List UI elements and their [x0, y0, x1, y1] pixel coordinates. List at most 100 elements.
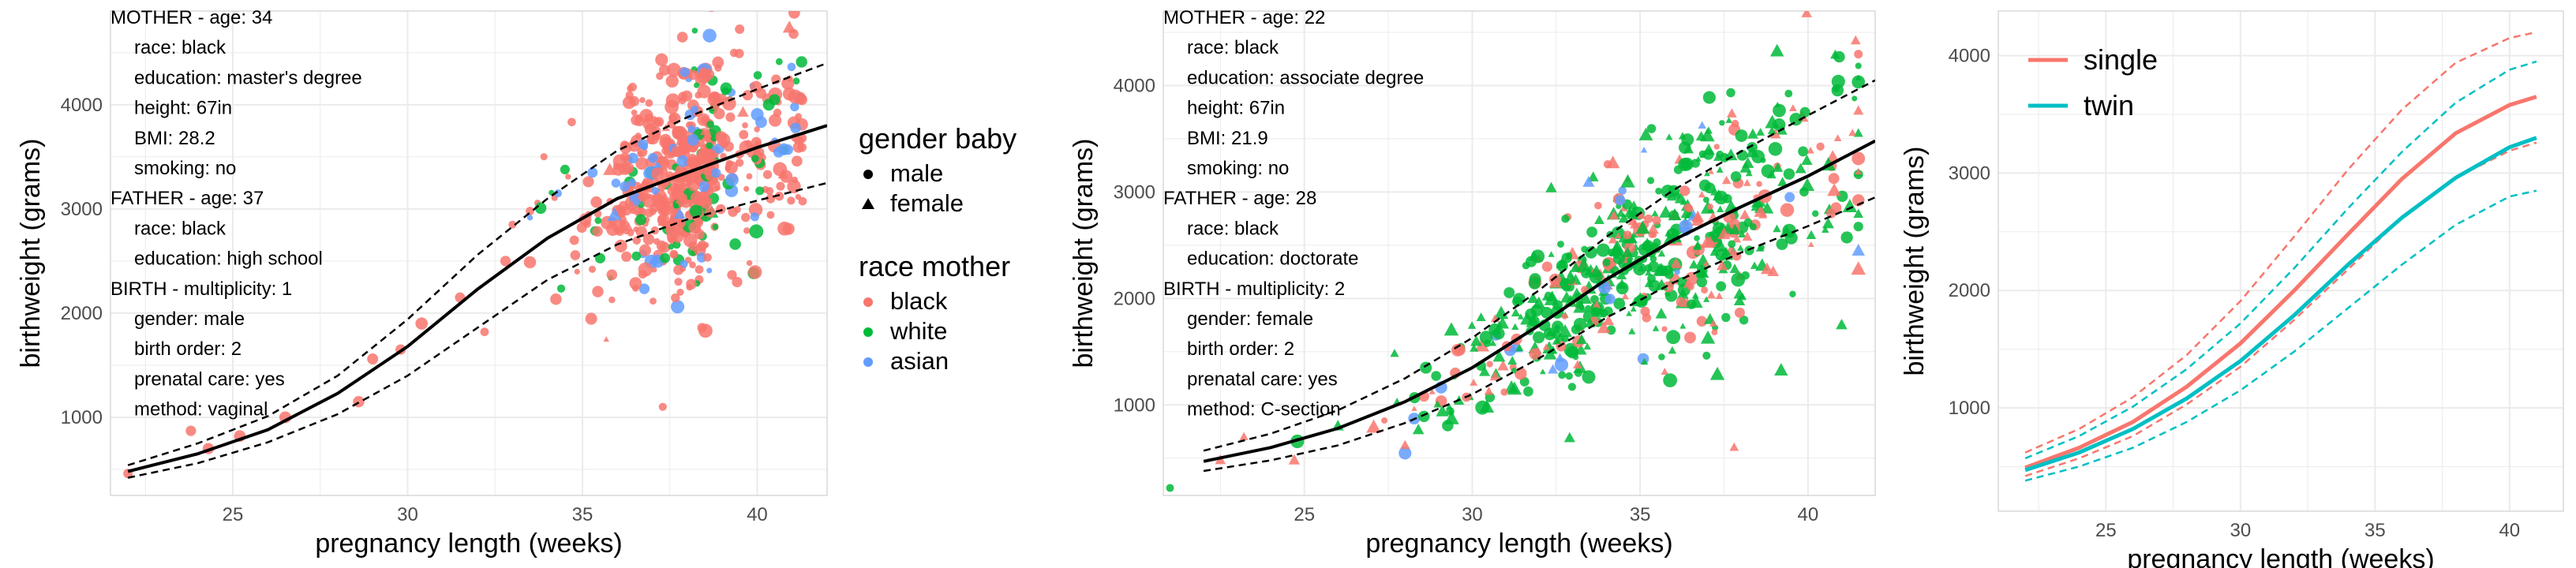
info-text-block: MOTHER - age: 34 race: black education: ma…: [110, 7, 362, 420]
data-point-white-male: [729, 238, 741, 250]
x-axis-title: pregnancy length (weeks): [315, 529, 622, 559]
data-point-black-male: [1683, 203, 1693, 212]
data-point-white-male: [775, 58, 783, 65]
data-point-black-male: [592, 226, 603, 237]
data-point-asian-male: [1679, 219, 1693, 234]
data-point-black-female: [1489, 370, 1501, 381]
data-point-black-male: [638, 244, 652, 256]
data-point-black-male: [1640, 306, 1650, 316]
data-point-white-male: [1840, 231, 1853, 244]
data-point-white-male: [1613, 297, 1626, 310]
data-point-white-female: [1567, 270, 1574, 277]
data-point-black-male: [629, 277, 642, 290]
data-point-black-male: [569, 235, 579, 245]
data-point-white-female: [1704, 170, 1710, 177]
data-point-white-female: [1822, 217, 1834, 229]
data-point-black-male: [638, 262, 653, 277]
series-single-upper: [2024, 31, 2537, 454]
info-line: method: vaginal: [134, 399, 268, 420]
data-point-black-male: [687, 179, 700, 192]
data-point-white-female: [1753, 194, 1766, 207]
data-point-black-male: [666, 62, 681, 77]
data-point-white-male: [755, 186, 765, 196]
data-point-black-male: [791, 155, 803, 167]
data-point-white-female: [1774, 101, 1781, 107]
data-point-white-female: [1855, 74, 1862, 80]
data-point-black-male: [606, 269, 618, 281]
mean-curve: [1203, 139, 1875, 463]
data-point-white-female: [1578, 291, 1593, 304]
data-point-white-female: [1630, 305, 1637, 312]
data-point-white-female: [1645, 269, 1653, 276]
data-point-black-female: [603, 163, 617, 175]
data-point-white-male: [1739, 315, 1749, 325]
data-point-white-female: [1476, 312, 1486, 322]
data-point-black-female: [1801, 11, 1812, 17]
data-point-black-female: [1850, 35, 1861, 45]
data-point-black-male: [787, 196, 796, 205]
data-point-asian-male: [680, 67, 690, 77]
data-point-white-male: [1655, 187, 1662, 195]
data-point-black-female: [1497, 360, 1509, 371]
data-point-black-male: [725, 112, 736, 122]
data-point-white-female: [1635, 220, 1650, 234]
x-tick-label: 35: [2364, 520, 2386, 541]
data-point-black-male: [637, 151, 644, 158]
y-tick-label: 2000: [1114, 288, 1155, 309]
data-point-white-female: [1773, 224, 1781, 233]
data-point-black-male: [627, 229, 635, 237]
data-point-white-female: [1693, 242, 1702, 250]
x-axis-title: pregnancy length (weeks): [1365, 529, 1672, 559]
info-line: method: C-section: [1187, 399, 1341, 420]
data-point-black-male: [635, 226, 647, 237]
data-point-white-male: [594, 252, 605, 263]
data-point-black-male: [792, 141, 804, 153]
data-point-black-female: [1743, 178, 1751, 186]
data-point-asian-female: [1548, 364, 1559, 374]
data-point-white-male: [1492, 327, 1505, 340]
data-point-asian-male: [651, 186, 660, 195]
y-axis-title: birthweight (grams): [1900, 147, 1930, 376]
data-point-white-male: [762, 99, 775, 111]
data-point-white-male: [751, 155, 759, 163]
data-point-black-male: [1828, 173, 1840, 185]
data-point-white-male: [1799, 187, 1809, 197]
data-point-white-male: [1647, 274, 1656, 283]
data-point-white-male: [1571, 324, 1581, 334]
data-point-white-female: [1554, 338, 1562, 344]
data-point-white-female: [1691, 292, 1699, 299]
data-point-white-female: [1504, 380, 1518, 393]
data-point-black-male: [1756, 181, 1762, 187]
data-point-white-male: [1590, 307, 1601, 317]
info-line: BIRTH - multiplicity: 1: [110, 278, 292, 300]
data-point-black-male: [608, 296, 616, 304]
data-point-white-male: [1833, 84, 1840, 92]
data-point-black-male: [650, 167, 664, 181]
data-point-white-male: [720, 82, 732, 95]
data-point-asian-male: [671, 300, 685, 314]
data-point-black-male: [695, 265, 704, 274]
data-point-black-male: [725, 159, 733, 167]
data-point-asian-male: [627, 152, 638, 164]
data-point-black-male: [665, 74, 679, 88]
data-point-black-male: [798, 196, 807, 206]
data-point-white-male: [1687, 299, 1697, 309]
data-point-black-male: [655, 53, 668, 66]
data-point-black-female: [1807, 241, 1814, 247]
legend-label: twin: [2084, 89, 2134, 121]
data-point-white-female: [1433, 400, 1442, 408]
data-point-white-female: [1618, 212, 1630, 223]
data-point-white-male: [1642, 240, 1654, 252]
x-tick-label: 30: [1462, 504, 1483, 525]
data-point-black-male: [612, 163, 620, 170]
info-line: MOTHER - age: 34: [110, 7, 272, 28]
data-point-white-male: [706, 142, 713, 150]
data-point-white-male: [1585, 246, 1597, 259]
data-point-white-male: [1647, 177, 1655, 185]
data-point-white-male: [1812, 210, 1819, 217]
y-tick-label: 3000: [61, 199, 103, 220]
data-point-white-female: [1801, 155, 1813, 166]
y-axis-title: birthweight (grams): [1069, 139, 1099, 368]
data-point-asian-male: [773, 147, 784, 158]
data-point-white-female: [1511, 323, 1519, 331]
